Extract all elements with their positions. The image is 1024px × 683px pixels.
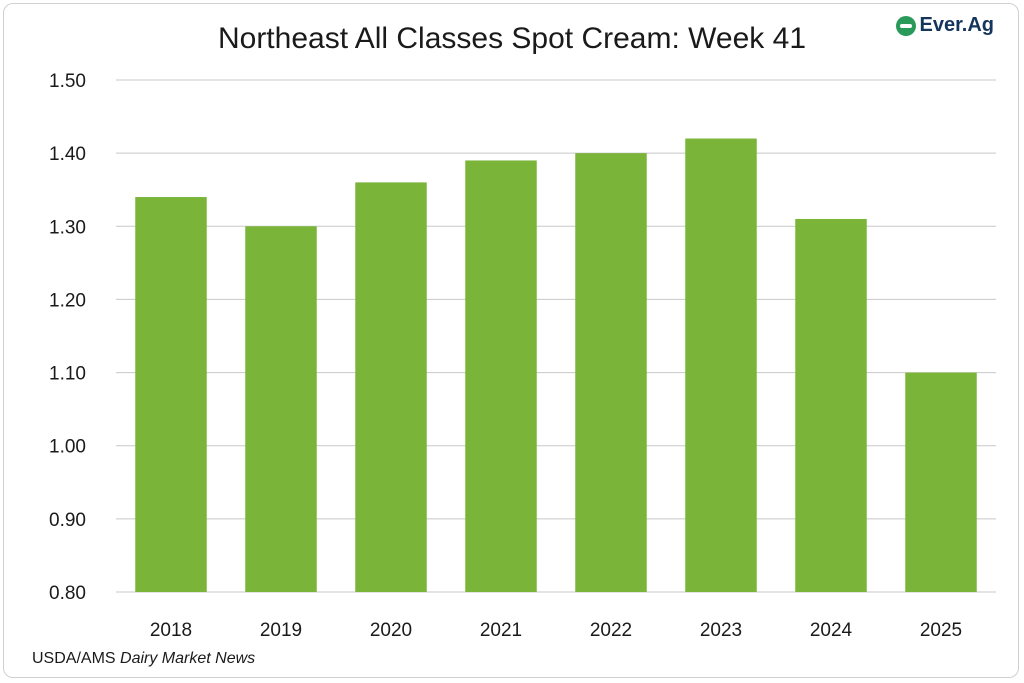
y-tick-label: 0.80 (49, 583, 86, 604)
ever-ag-logo-icon (895, 15, 916, 36)
y-tick-label: 1.20 (49, 290, 86, 311)
x-tick-label: 2018 (150, 620, 192, 641)
x-tick-label: 2022 (590, 620, 632, 641)
x-tick-labels: 2018 2019 2020 2021 2022 2023 2024 2025 (150, 620, 962, 641)
x-tick-label: 2024 (810, 620, 853, 641)
y-tick-label: 0.90 (49, 510, 86, 531)
x-tick-label: 2023 (700, 620, 742, 641)
y-tick-label: 1.10 (49, 364, 86, 385)
x-tick-label: 2019 (260, 620, 302, 641)
source-publication: Dairy Market News (120, 650, 256, 667)
x-tick-label: 2025 (920, 620, 962, 641)
bar-2025 (905, 372, 977, 592)
source-note: USDA/AMS Dairy Market News (32, 650, 255, 668)
source-prefix: USDA/AMS (32, 650, 121, 667)
bar-2024 (795, 218, 867, 592)
y-tick-labels: 0.80 0.90 1.00 1.10 1.20 1.30 1.40 1.50 (49, 71, 86, 604)
x-tick-label: 2020 (370, 620, 412, 641)
bar-2021 (465, 160, 537, 592)
brand-logo: Ever.Ag (895, 14, 994, 37)
bars (135, 138, 977, 593)
y-tick-label: 1.40 (49, 144, 86, 165)
x-tick-label: 2021 (480, 620, 522, 641)
bar-2018 (135, 197, 207, 592)
y-tick-label: 1.50 (49, 71, 86, 92)
brand-logo-text: Ever.Ag (919, 14, 994, 36)
y-tick-label: 1.30 (49, 217, 86, 238)
y-tick-label: 1.00 (49, 437, 86, 458)
bar-2020 (355, 182, 427, 592)
chart-title: Northeast All Classes Spot Cream: Week 4… (217, 22, 807, 55)
bar-2019 (245, 226, 317, 593)
bar-2022 (575, 153, 647, 592)
bar-2023 (685, 138, 757, 592)
